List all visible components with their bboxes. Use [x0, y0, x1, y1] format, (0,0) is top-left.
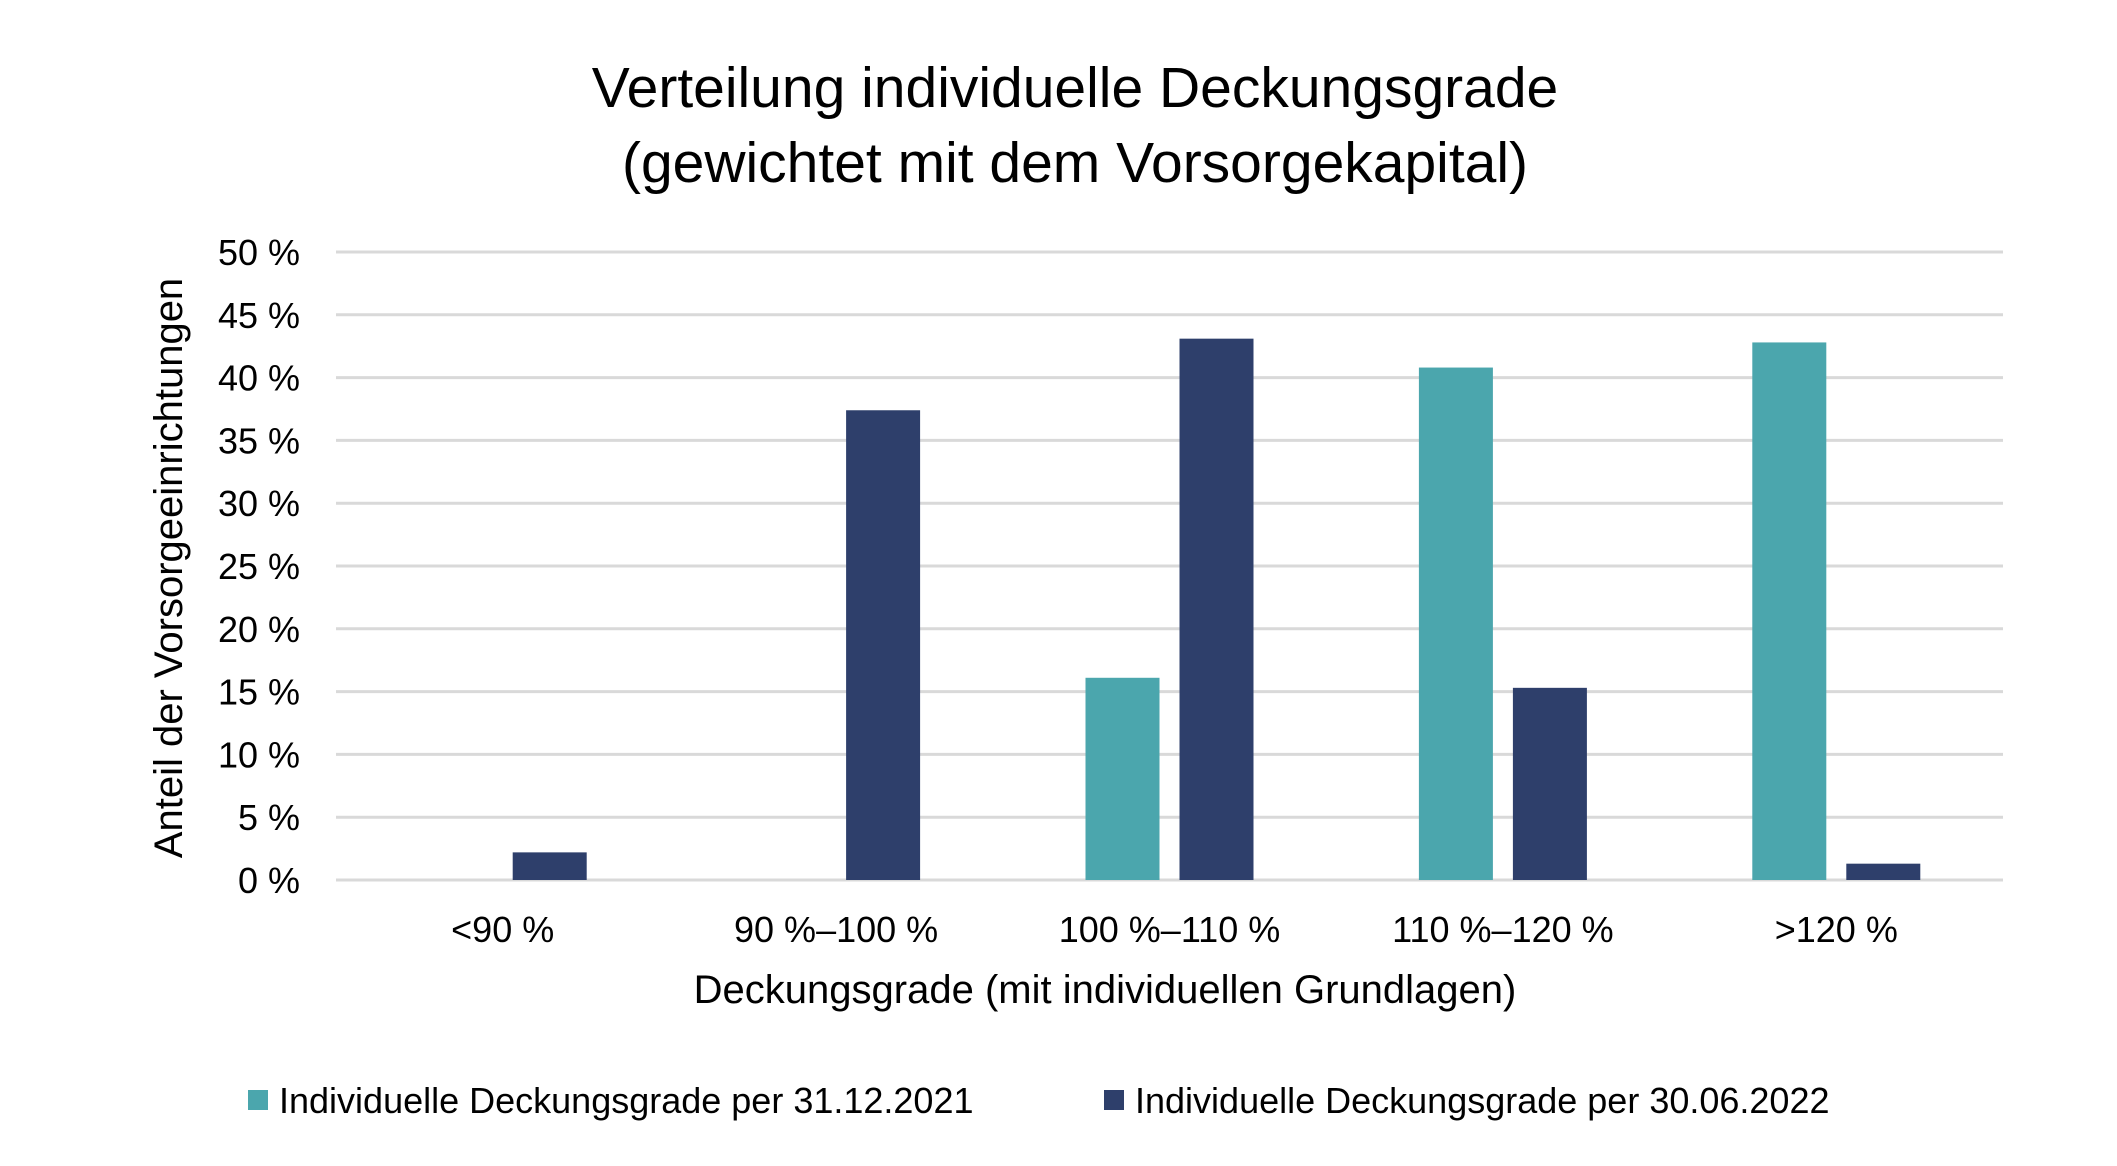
chart-title: Verteilung individuelle Deckungsgrade (g… — [592, 56, 1558, 195]
y-tick-label: 0 % — [238, 860, 300, 901]
x-axis-ticks: <90 % 90 %–100 % 100 %–110 % 110 %–120 % >12… — [451, 909, 1898, 950]
y-tick-label: 10 % — [218, 734, 300, 775]
bar-2-1 — [512, 852, 587, 880]
y-tick-label: 15 % — [218, 672, 300, 713]
y-axis-ticks: 0 % 5 % 10 % 15 % 20 % 25 % 30 % 35 % 40 % 45 % 50… — [218, 232, 300, 901]
x-axis-label: Deckungsgrade (mit individuellen Grundla… — [694, 968, 1517, 1012]
y-tick-label: 20 % — [218, 609, 300, 650]
bar-1-4 — [1418, 367, 1493, 880]
legend-swatch-1 — [248, 1090, 268, 1110]
x-tick-label: <90 % — [451, 909, 554, 950]
y-tick-label: 40 % — [218, 358, 300, 399]
chart-title-line-1: Verteilung individuelle Deckungsgrade — [592, 56, 1558, 120]
legend-swatch-2 — [1104, 1090, 1124, 1110]
y-axis-label: Anteil der Vorsorgeeinrichtungen — [147, 278, 191, 858]
x-tick-label: 110 %–120 % — [1392, 909, 1614, 950]
x-tick-label: 100 %–110 % — [1059, 909, 1281, 950]
x-tick-label: 90 %–100 % — [734, 909, 938, 950]
bar-1-5 — [1752, 342, 1827, 880]
y-tick-label: 45 % — [218, 295, 300, 336]
bar-2-4 — [1512, 687, 1587, 880]
y-tick-label: 5 % — [238, 797, 300, 838]
legend-label-2: Individuelle Deckungsgrade per 30.06.202… — [1135, 1080, 1830, 1121]
chart-title-line-2: (gewichtet mit dem Vorsorgekapital) — [622, 131, 1528, 195]
y-tick-label: 35 % — [218, 420, 300, 461]
y-tick-label: 30 % — [218, 483, 300, 524]
gridlines — [336, 250, 2003, 882]
x-tick-label: >120 % — [1775, 909, 1898, 950]
legend-label-1: Individuelle Deckungsgrade per 31.12.202… — [279, 1080, 974, 1121]
bar-2-3 — [1179, 338, 1254, 880]
bars — [512, 338, 1921, 880]
legend: Individuelle Deckungsgrade per 31.12.202… — [248, 1080, 1830, 1121]
bar-2-2 — [846, 410, 921, 880]
y-tick-label: 50 % — [218, 232, 300, 273]
bar-2-5 — [1846, 863, 1921, 880]
y-tick-label: 25 % — [218, 546, 300, 587]
bar-1-3 — [1085, 677, 1160, 880]
